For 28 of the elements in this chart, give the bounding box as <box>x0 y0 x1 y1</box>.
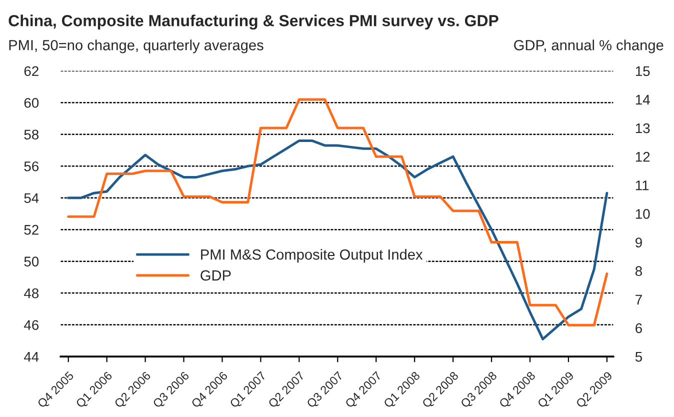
y-tick-label: 48 <box>24 288 39 298</box>
y2-tick-label: 8 <box>635 266 642 276</box>
y-tick-label: 62 <box>24 66 38 76</box>
y-tick-label: 44 <box>24 352 39 362</box>
y-tick-label: 52 <box>24 224 38 235</box>
y-tick-label: 50 <box>24 256 39 266</box>
y2-tick-label: 11 <box>636 180 649 190</box>
y2-tick-label: 13 <box>636 123 650 134</box>
y2-tick-label: 10 <box>636 209 650 219</box>
y-axis-title: PMI, 50=no change, quarterly averages <box>9 40 264 54</box>
y2-tick-label: 9 <box>636 238 642 248</box>
y-tick-label: 60 <box>24 98 39 108</box>
line-series <box>67 139 608 340</box>
y2-tick-label: 15 <box>636 66 650 76</box>
y2-axis-title: GDP, annual % change <box>514 40 664 54</box>
y-tick-label: 58 <box>24 130 39 140</box>
y2-tick-label: 6 <box>636 323 642 334</box>
y-tick-label: 54 <box>24 193 39 204</box>
y2-tick-label: 12 <box>636 152 650 162</box>
chart-title: China, Composite Manufacturing & Services PMI survey vs. GDP <box>8 14 498 30</box>
y-tick-label: 56 <box>24 161 39 172</box>
y-tick-label: 46 <box>24 320 39 330</box>
legend-label: PMI M&S Composite Output Index <box>201 249 423 263</box>
legend-label: GDP <box>200 270 231 281</box>
line-series <box>67 98 608 326</box>
y2-tick-label: 7 <box>636 294 642 304</box>
y2-tick-label: 5 <box>635 352 642 362</box>
y2-tick-label: 14 <box>636 94 650 104</box>
